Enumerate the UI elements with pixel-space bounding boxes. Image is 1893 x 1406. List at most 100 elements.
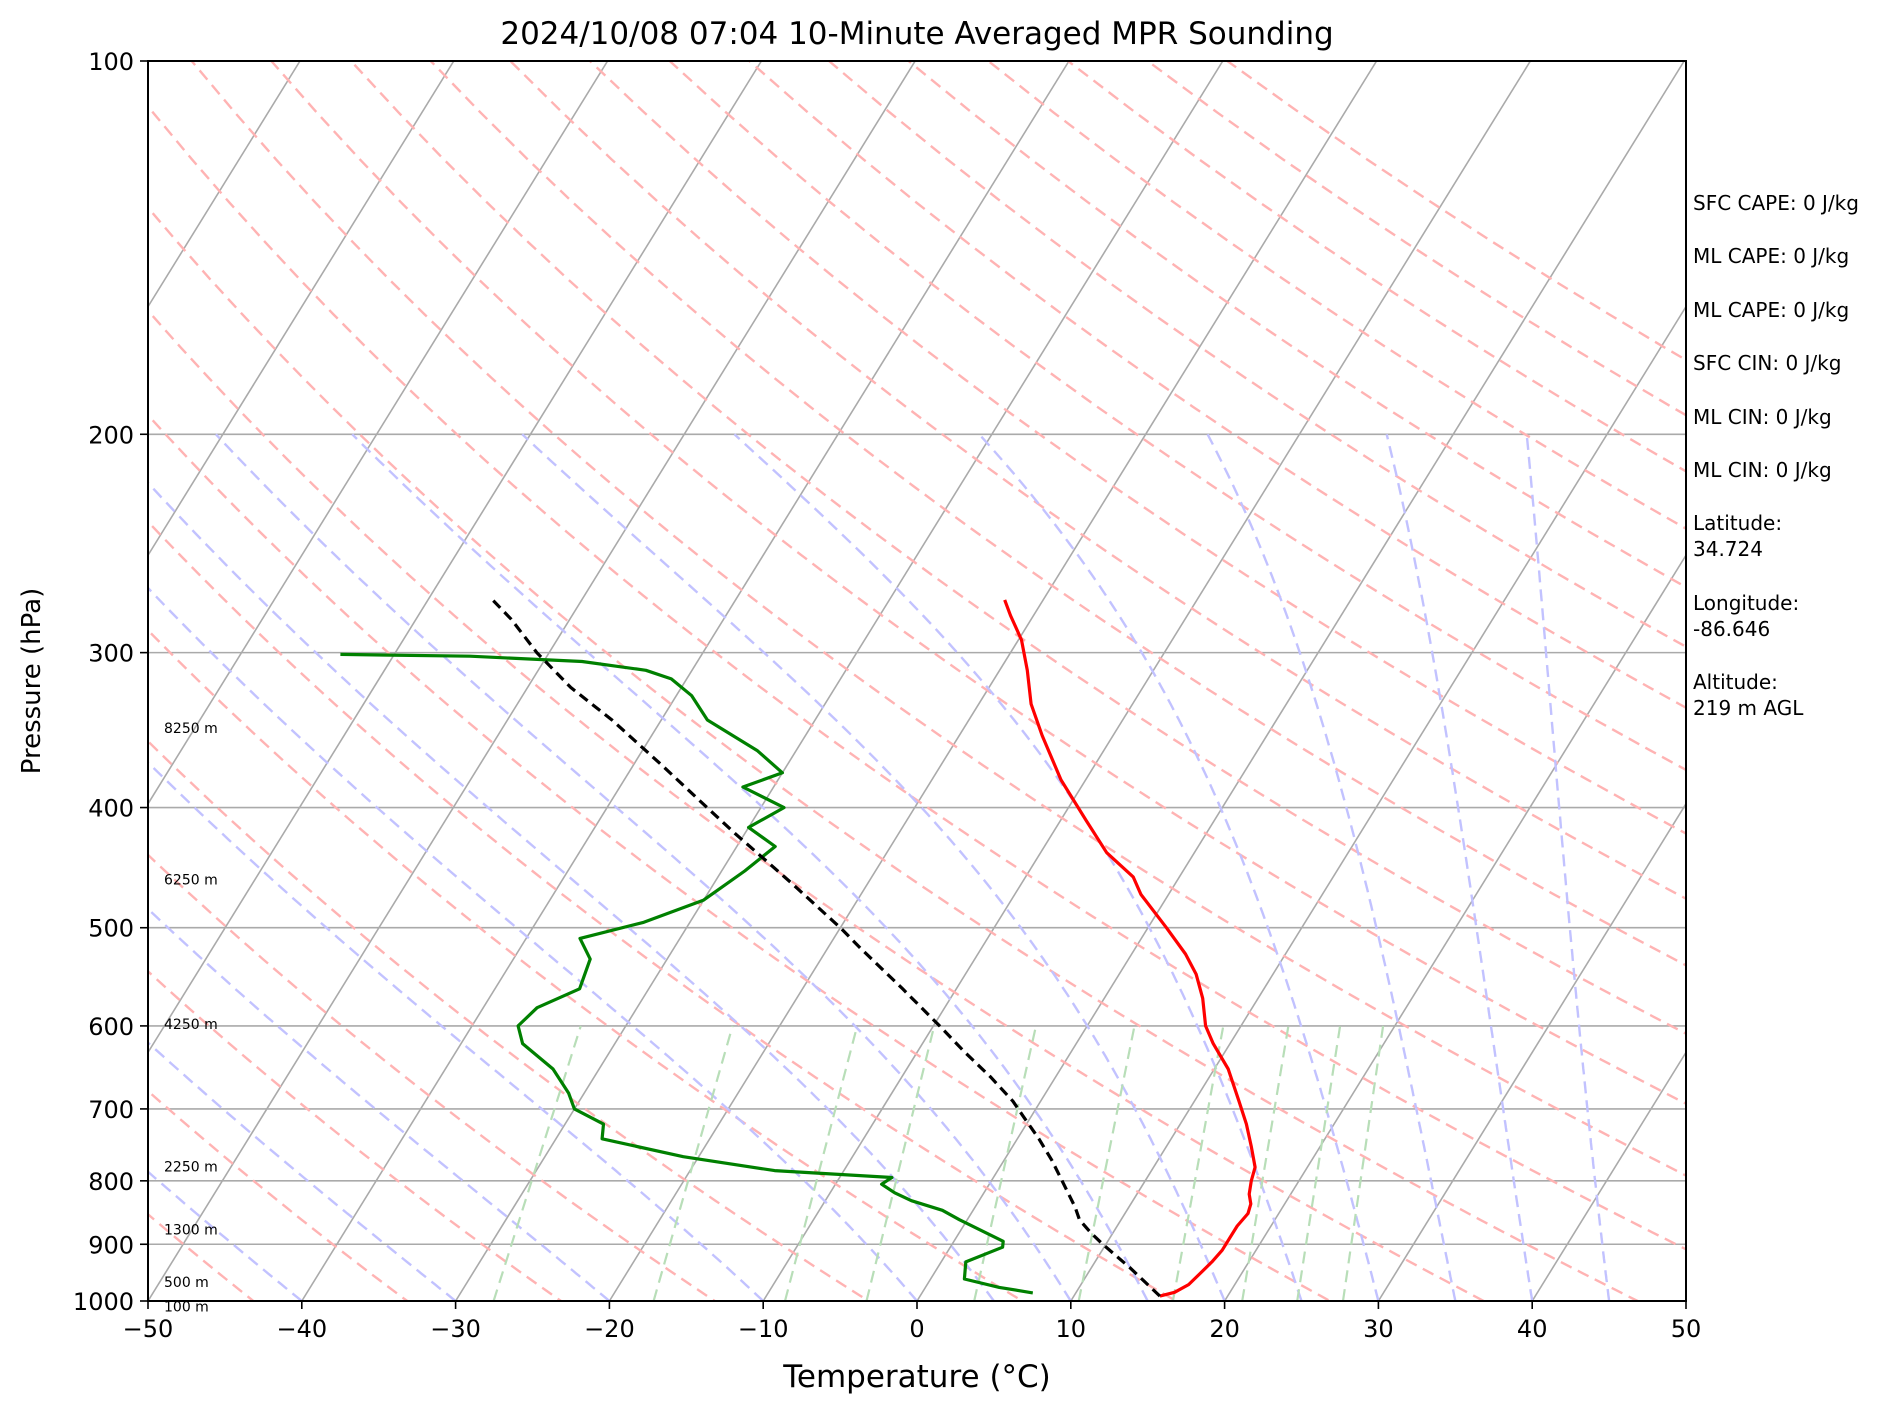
- dry-adiabat-line: [350, 61, 1686, 1036]
- height-label: 8250 m: [164, 721, 218, 737]
- height-labels: 8250 m 6250 m 4250 m 2250 m 1300 m 500 m 100 m: [164, 721, 218, 1315]
- data-lines: [340, 598, 1257, 1298]
- dry-adiabat-line: [148, 739, 871, 1301]
- ml-cin-text-2: ML CIN: 0 J/kg: [1693, 458, 1832, 482]
- isotherm-gridline: [148, 61, 609, 806]
- dry-adiabat-line: [907, 61, 1686, 589]
- isotherm-gridline: [148, 61, 455, 557]
- x-tick-label: −40: [276, 1315, 327, 1343]
- dry-adiabat-line: [148, 853, 717, 1301]
- temperature-profile-line: [1003, 599, 1257, 1298]
- y-tick-label: 200: [88, 421, 134, 449]
- dry-adiabat-line: [148, 104, 1686, 1251]
- x-tick-label: −50: [123, 1315, 174, 1343]
- dry-adiabat-line: [148, 519, 1179, 1301]
- moist-adiabat-line: [1385, 434, 1534, 1301]
- isotherm-gridline: [454, 61, 1224, 1301]
- isotherm-gridline: [1531, 1050, 1686, 1301]
- height-label: 500 m: [164, 1275, 209, 1291]
- x-tick-label: 30: [1363, 1315, 1394, 1343]
- x-tick-label: −10: [738, 1315, 789, 1343]
- sfc-cape-text: SFC CAPE: 0 J/kg: [1693, 191, 1859, 215]
- isotherm-gridline: [916, 61, 1685, 1301]
- y-axis-ticks: 1000 900 800 700 600 500 400 300 200 100: [73, 48, 148, 1316]
- mixing-ratio-line: [652, 1025, 734, 1301]
- ml-cape-text-2: ML CAPE: 0 J/kg: [1693, 298, 1850, 322]
- y-tick-label: 800: [88, 1168, 134, 1196]
- latitude-text: Latitude: 34.724: [1693, 511, 1783, 561]
- moist-adiabat-line: [148, 586, 918, 1301]
- isotherm-gridline: [301, 61, 1070, 1301]
- moist-adiabat-line: [148, 1041, 457, 1301]
- dry-adiabat-line: [190, 61, 1686, 1177]
- height-label: 100 m: [164, 1299, 209, 1315]
- mixing-ratio-line: [1171, 1025, 1225, 1301]
- background-lines: [148, 61, 1686, 1301]
- sfc-cin-text: SFC CIN: 0 J/kg: [1693, 351, 1842, 375]
- moist-adiabat-line: [733, 433, 1303, 1301]
- ml-cape-text: ML CAPE: 0 J/kg: [1693, 244, 1850, 268]
- longitude-text: Longitude: -86.646: [1693, 591, 1800, 641]
- mixing-ratio-line: [865, 1025, 936, 1301]
- height-label: 4250 m: [164, 1017, 218, 1033]
- x-tick-label: 0: [909, 1315, 924, 1343]
- dry-adiabat-line: [748, 61, 1686, 710]
- x-tick-label: 10: [1056, 1315, 1087, 1343]
- mixing-ratio-line: [492, 1025, 582, 1301]
- y-tick-label: 900: [88, 1231, 134, 1259]
- mixing-ratio-line: [1077, 1025, 1136, 1301]
- dry-adiabat-line: [148, 308, 1487, 1301]
- ml-cin-text: ML CIN: 0 J/kg: [1693, 405, 1832, 429]
- altitude-text: Altitude: 219 m AGL: [1693, 670, 1804, 720]
- y-axis-label: Pressure (hPa): [17, 588, 47, 775]
- mixing-ratio-line: [1296, 1025, 1342, 1301]
- isotherm-gridline: [1377, 802, 1686, 1301]
- x-tick-label: 20: [1209, 1315, 1240, 1343]
- y-tick-label: 600: [88, 1013, 134, 1041]
- mixing-ratio-line: [783, 1025, 859, 1301]
- mixing-ratio-line: [1241, 1025, 1290, 1301]
- moist-adiabat-line: [148, 907, 611, 1301]
- isotherm-gridline: [148, 61, 763, 1054]
- dry-adiabat-line: [148, 1212, 256, 1301]
- moist-adiabat-line: [521, 433, 1226, 1301]
- dewpoint-profile-line: [340, 652, 1034, 1295]
- x-tick-label: −30: [430, 1315, 481, 1343]
- x-axis-label: Temperature (°C): [782, 1359, 1051, 1395]
- y-tick-label: 1000: [73, 1288, 134, 1316]
- moist-adiabat-line: [148, 1170, 303, 1301]
- y-tick-label: 500: [88, 915, 134, 943]
- height-label: 6250 m: [164, 872, 218, 888]
- isotherm-gridline: [148, 61, 301, 309]
- moist-adiabat-line: [148, 760, 765, 1301]
- isotherm-gridline: [762, 61, 1532, 1301]
- isotherm-gridline: [148, 61, 916, 1301]
- x-tick-label: 50: [1671, 1315, 1702, 1343]
- moist-adiabat-line: [215, 433, 1072, 1301]
- x-tick-label: −20: [584, 1315, 635, 1343]
- isotherm-gridline: [1223, 553, 1686, 1301]
- moist-adiabat-line: [978, 433, 1380, 1301]
- height-label: 1300 m: [164, 1223, 218, 1239]
- y-tick-label: 100: [88, 48, 134, 76]
- chart-title: 2024/10/08 07:04 10-Minute Averaged MPR …: [500, 16, 1333, 52]
- moist-adiabat-line: [1525, 434, 1611, 1301]
- parcel-profile-line: [491, 598, 1161, 1298]
- x-axis-ticks: −50 −40 −30 −20 −10 0 10 20 30 40 50: [123, 1301, 1702, 1343]
- moist-adiabat-line: [148, 481, 995, 1301]
- moist-adiabat-line: [351, 433, 1149, 1301]
- dry-adiabat-line: [589, 61, 1686, 835]
- y-tick-label: 700: [88, 1096, 134, 1124]
- isotherm-gridline: [608, 61, 1378, 1301]
- height-label: 2250 m: [164, 1160, 218, 1176]
- dry-adiabat-line: [148, 413, 1333, 1301]
- y-tick-label: 400: [88, 795, 134, 823]
- mixing-ratio-line: [1341, 1025, 1385, 1301]
- dry-adiabat-line: [148, 205, 1641, 1301]
- x-tick-label: 40: [1517, 1315, 1548, 1343]
- moist-adiabat-line: [1206, 433, 1457, 1301]
- dry-adiabat-line: [509, 61, 1686, 901]
- y-tick-label: 300: [88, 640, 134, 668]
- isotherm-gridline: [1070, 305, 1686, 1301]
